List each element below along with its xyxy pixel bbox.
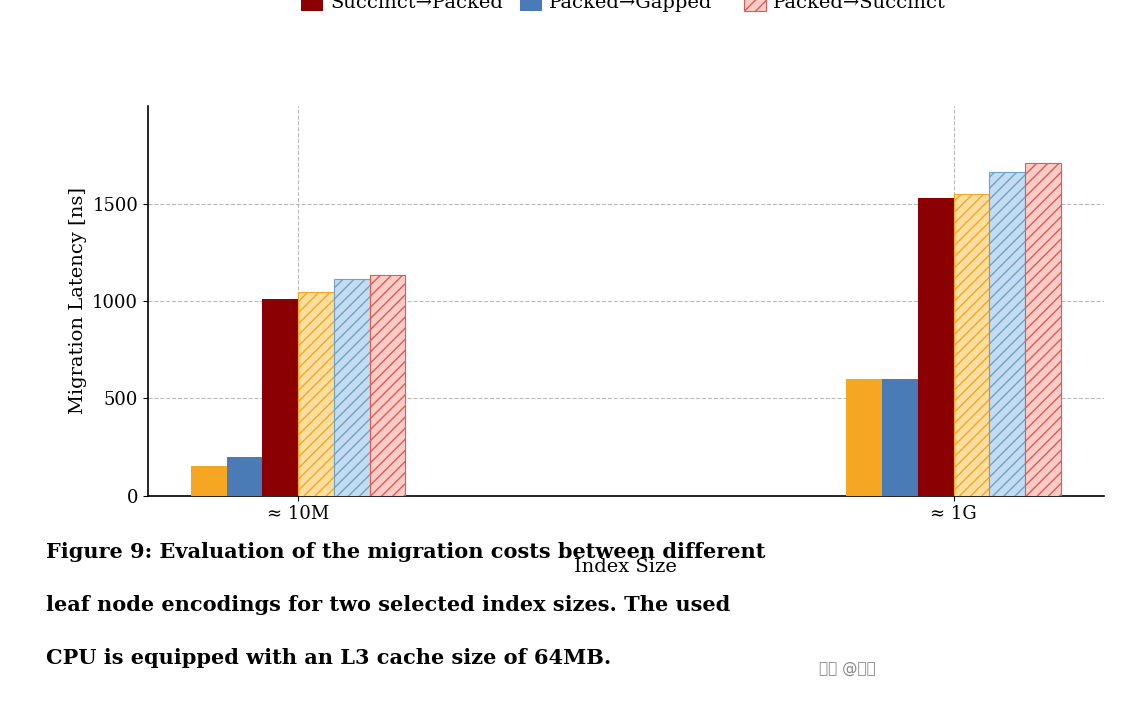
Bar	[226, 457, 263, 496]
Text: 知乎 @唐恺: 知乎 @唐恺	[819, 661, 876, 676]
Bar	[333, 280, 370, 496]
Bar	[370, 275, 405, 496]
Bar	[847, 379, 882, 496]
Text: Index Size: Index Size	[575, 558, 677, 576]
Bar	[882, 379, 918, 496]
Legend: Gapped→Packed, Succinct→Packed, Gapped→Succinct, Packed→Gapped, Succinct→Gapped,: Gapped→Packed, Succinct→Packed, Gapped→S…	[297, 0, 955, 16]
Bar	[298, 292, 333, 496]
Text: CPU is equipped with an L3 cache size of 64MB.: CPU is equipped with an L3 cache size of…	[46, 648, 611, 668]
Y-axis label: Migration Latency [ns]: Migration Latency [ns]	[68, 188, 86, 414]
Bar	[954, 194, 989, 496]
Bar	[263, 299, 298, 496]
Bar	[989, 172, 1025, 496]
Bar	[918, 198, 954, 496]
Bar	[191, 467, 226, 496]
Text: Figure 9: Evaluation of the migration costs between different: Figure 9: Evaluation of the migration co…	[46, 542, 765, 561]
Bar	[1025, 163, 1061, 496]
Text: leaf node encodings for two selected index sizes. The used: leaf node encodings for two selected ind…	[46, 595, 729, 615]
